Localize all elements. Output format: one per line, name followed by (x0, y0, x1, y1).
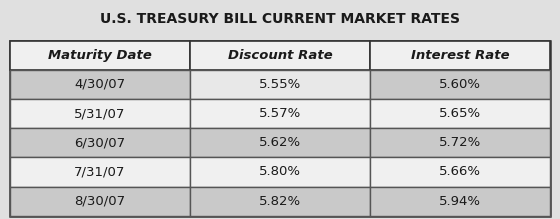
Text: U.S. TREASURY BILL CURRENT MARKET RATES: U.S. TREASURY BILL CURRENT MARKET RATES (100, 12, 460, 26)
Bar (10, 41, 190, 70)
Text: Interest Rate: Interest Rate (410, 49, 510, 62)
Bar (10, 157, 190, 187)
Bar (10, 128, 190, 157)
Text: 6/30/07: 6/30/07 (74, 136, 125, 149)
Text: 5.66%: 5.66% (439, 165, 481, 178)
Text: 7/31/07: 7/31/07 (74, 165, 125, 178)
Text: 5.60%: 5.60% (439, 78, 481, 91)
Bar (370, 128, 550, 157)
Bar (10, 70, 190, 99)
Text: 5/31/07: 5/31/07 (74, 107, 125, 120)
Text: 5.94%: 5.94% (439, 195, 481, 208)
Text: 5.55%: 5.55% (259, 78, 301, 91)
Text: Maturity Date: Maturity Date (48, 49, 152, 62)
Bar (190, 99, 370, 128)
Text: 5.62%: 5.62% (259, 136, 301, 149)
Bar (10, 187, 190, 216)
Bar (190, 128, 370, 157)
Bar (370, 70, 550, 99)
Text: 4/30/07: 4/30/07 (74, 78, 125, 91)
Text: 5.57%: 5.57% (259, 107, 301, 120)
Bar (10, 41, 550, 216)
Text: 5.72%: 5.72% (439, 136, 481, 149)
Text: 5.82%: 5.82% (259, 195, 301, 208)
Bar (190, 41, 370, 70)
Bar (370, 99, 550, 128)
Text: Discount Rate: Discount Rate (227, 49, 333, 62)
Bar (190, 157, 370, 187)
Bar (370, 187, 550, 216)
Text: 5.80%: 5.80% (259, 165, 301, 178)
Bar (190, 70, 370, 99)
Bar (190, 187, 370, 216)
Text: 8/30/07: 8/30/07 (74, 195, 125, 208)
Text: 5.65%: 5.65% (439, 107, 481, 120)
Bar (370, 41, 550, 70)
Bar (370, 157, 550, 187)
Bar (10, 99, 190, 128)
